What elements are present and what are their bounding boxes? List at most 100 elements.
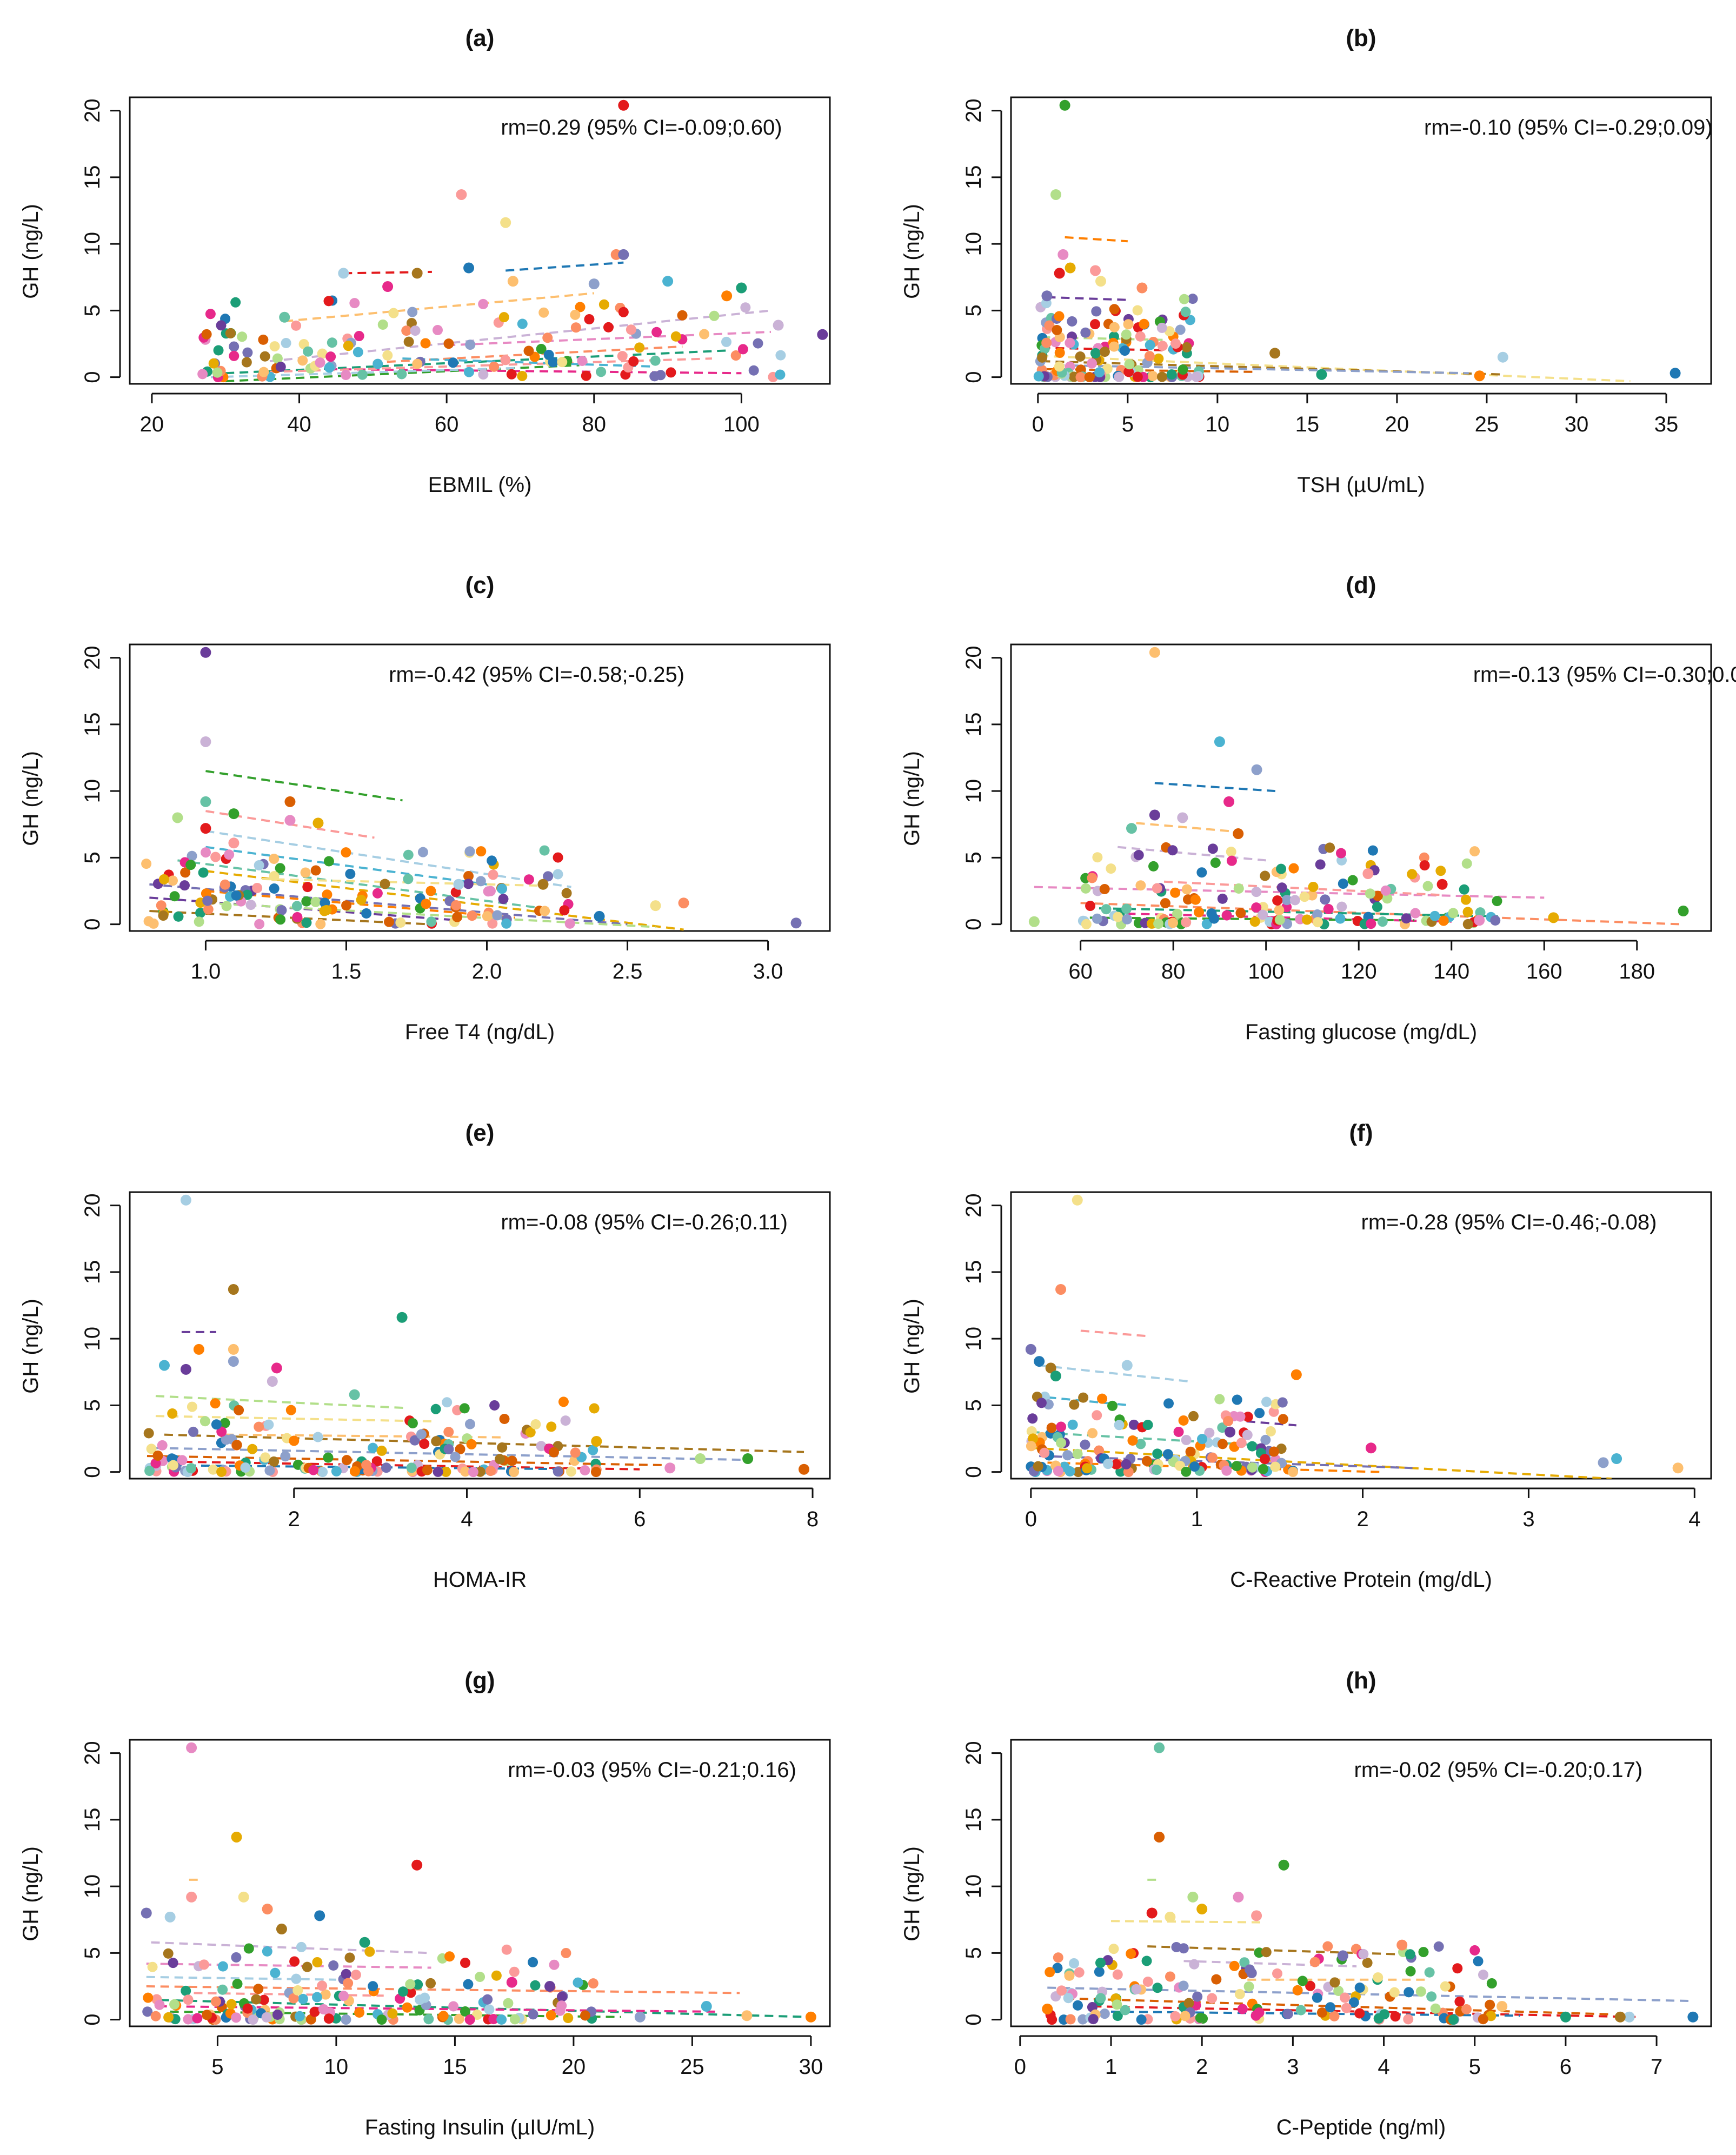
data-point-g xyxy=(253,1984,264,1994)
data-point-d xyxy=(1177,812,1188,823)
data-point-g xyxy=(232,1978,243,1989)
data-point-d xyxy=(1148,861,1159,872)
data-point-a xyxy=(317,348,328,359)
data-point-g xyxy=(154,1999,165,2010)
data-point-d xyxy=(1436,879,1448,890)
regression-line-c xyxy=(205,830,571,888)
regression-line-b xyxy=(1055,364,1469,375)
data-point-a xyxy=(465,340,476,350)
data-point-c xyxy=(464,846,475,857)
y-tick-label-g: 0 xyxy=(81,2014,104,2026)
data-point-c xyxy=(361,908,372,919)
data-point-e xyxy=(407,1418,418,1429)
data-point-e xyxy=(368,1442,378,1453)
data-point-h xyxy=(1195,2012,1206,2023)
data-point-f xyxy=(1611,1453,1622,1465)
data-point-a xyxy=(212,367,223,378)
data-point-f xyxy=(1127,1435,1138,1446)
data-point-g xyxy=(405,1979,416,1990)
rm-annotation-h: rm=-0.02 (95% CI=-0.20;0.17) xyxy=(1354,1758,1643,1782)
data-point-h xyxy=(1340,1992,1351,2003)
data-point-a xyxy=(229,350,240,361)
regression-line-e xyxy=(224,1433,502,1439)
panel-title-b: (b) xyxy=(1346,25,1376,51)
data-point-a xyxy=(817,329,828,340)
data-point-b xyxy=(1090,348,1101,358)
data-point-g xyxy=(226,1999,237,2010)
x-tick-label-h: 4 xyxy=(1378,2055,1389,2079)
data-point-g xyxy=(464,2014,475,2025)
data-point-a xyxy=(208,358,219,369)
data-point-a xyxy=(258,334,269,345)
data-point-g xyxy=(475,1972,485,1983)
data-point-a xyxy=(775,369,786,380)
data-point-b xyxy=(1123,319,1134,330)
y-tick-label-d: 20 xyxy=(962,646,986,670)
data-point-e xyxy=(269,1456,280,1467)
data-point-h xyxy=(1165,1911,1176,1923)
data-point-h xyxy=(1154,1831,1165,1843)
data-point-a xyxy=(577,355,588,366)
x-tick-label-a: 20 xyxy=(140,413,164,436)
regression-line-c xyxy=(205,770,403,802)
data-point-b xyxy=(1121,329,1132,340)
data-point-d xyxy=(1099,884,1110,895)
data-point-d xyxy=(1338,879,1348,889)
data-point-h xyxy=(1454,1996,1465,2007)
data-point-h xyxy=(1056,1985,1067,1996)
data-point-h xyxy=(1309,1957,1320,1967)
data-point-c xyxy=(301,896,312,907)
data-point-a xyxy=(349,298,360,309)
data-point-h xyxy=(1112,1969,1123,1980)
data-point-g xyxy=(506,1977,517,1988)
y-tick-label-h: 10 xyxy=(962,1874,986,1899)
data-point-e xyxy=(422,1465,433,1475)
data-point-a xyxy=(324,362,335,373)
data-point-d xyxy=(1459,884,1469,895)
data-point-h xyxy=(1196,1904,1208,1915)
data-point-h xyxy=(1354,1982,1365,1993)
data-point-c xyxy=(380,879,390,889)
data-point-c xyxy=(302,882,313,893)
data-point-c xyxy=(356,895,367,906)
data-point-c xyxy=(341,900,352,911)
data-point-b xyxy=(1124,359,1135,370)
data-point-e xyxy=(460,1466,471,1477)
data-point-e xyxy=(742,1453,754,1465)
data-point-b xyxy=(1065,337,1075,348)
y-tick-label-f: 15 xyxy=(962,1260,986,1285)
data-point-d xyxy=(1160,898,1170,909)
data-point-c xyxy=(231,890,242,901)
data-point-d xyxy=(1221,910,1232,921)
data-point-e xyxy=(144,1466,155,1476)
data-point-c xyxy=(650,900,661,912)
data-point-e xyxy=(216,1466,227,1477)
data-point-c xyxy=(417,847,428,857)
data-point-e xyxy=(431,1436,442,1447)
data-point-c xyxy=(141,859,152,869)
data-point-c xyxy=(426,916,437,927)
data-point-d xyxy=(1152,883,1162,894)
data-point-b xyxy=(1090,319,1101,330)
data-point-e xyxy=(497,1442,508,1453)
data-point-g xyxy=(530,1980,541,1991)
data-point-a xyxy=(225,328,236,338)
data-point-g xyxy=(509,2014,520,2025)
data-point-h xyxy=(1322,1941,1333,1952)
data-point-h xyxy=(1192,1991,1203,2002)
data-point-g xyxy=(555,2005,566,2016)
data-point-a xyxy=(341,369,351,380)
data-point-h xyxy=(1065,2014,1076,2025)
data-point-a xyxy=(670,331,681,342)
data-point-g xyxy=(169,1999,180,2010)
data-point-a xyxy=(737,344,748,355)
data-point-h xyxy=(1305,1980,1316,1991)
data-point-b xyxy=(1041,290,1053,302)
data-point-c xyxy=(553,852,563,863)
data-point-f xyxy=(1270,1461,1281,1472)
y-tick-label-h: 5 xyxy=(962,1947,986,1959)
marks-d xyxy=(1028,647,1689,930)
data-point-a xyxy=(542,332,553,343)
data-point-c xyxy=(200,647,211,658)
data-point-a xyxy=(433,324,443,335)
